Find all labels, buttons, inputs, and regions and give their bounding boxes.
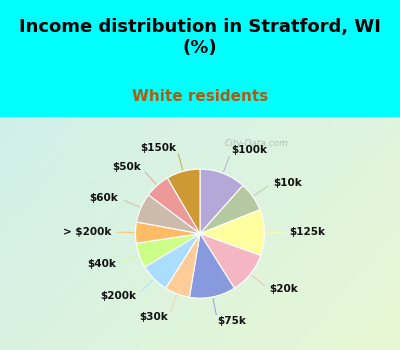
Text: $100k: $100k — [232, 146, 268, 155]
Wedge shape — [200, 234, 261, 288]
Wedge shape — [200, 210, 264, 256]
Wedge shape — [166, 234, 200, 297]
Wedge shape — [200, 169, 243, 234]
Text: $30k: $30k — [140, 312, 168, 322]
Wedge shape — [189, 234, 234, 298]
Wedge shape — [136, 234, 200, 267]
Wedge shape — [148, 178, 200, 234]
Wedge shape — [200, 186, 260, 234]
Text: $125k: $125k — [289, 227, 325, 237]
Text: $60k: $60k — [90, 193, 118, 203]
Wedge shape — [145, 234, 200, 288]
Text: $50k: $50k — [112, 162, 141, 172]
Wedge shape — [136, 222, 200, 243]
Wedge shape — [168, 169, 200, 234]
Text: City-Data.com: City-Data.com — [224, 139, 288, 148]
Text: $200k: $200k — [100, 291, 136, 301]
Text: White residents: White residents — [132, 89, 268, 104]
Text: $75k: $75k — [218, 316, 246, 326]
Text: Income distribution in Stratford, WI
(%): Income distribution in Stratford, WI (%) — [19, 18, 381, 57]
Text: $40k: $40k — [88, 259, 116, 269]
Text: $10k: $10k — [273, 177, 302, 188]
Wedge shape — [136, 195, 200, 234]
Text: $20k: $20k — [269, 285, 298, 294]
Text: > $200k: > $200k — [63, 227, 111, 237]
Text: $150k: $150k — [141, 143, 177, 153]
